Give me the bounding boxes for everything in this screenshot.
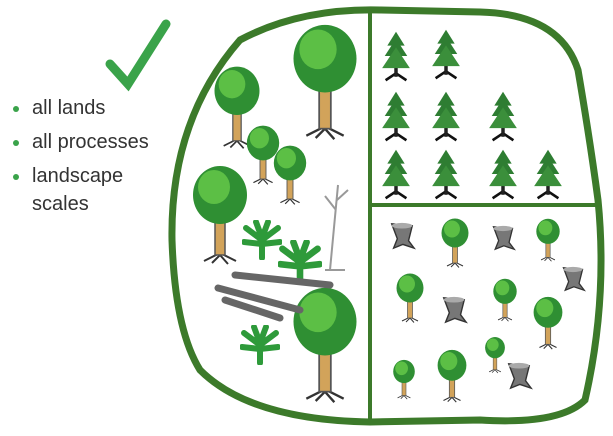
bullet: all processes — [10, 128, 170, 156]
bullet: landscape scales — [10, 162, 152, 218]
check-mark — [110, 24, 166, 84]
bullet: all lands — [10, 94, 170, 122]
page: all lands all processes landscape scales… — [0, 0, 613, 436]
bullet-list: all lands all processes landscape scales — [10, 94, 170, 224]
